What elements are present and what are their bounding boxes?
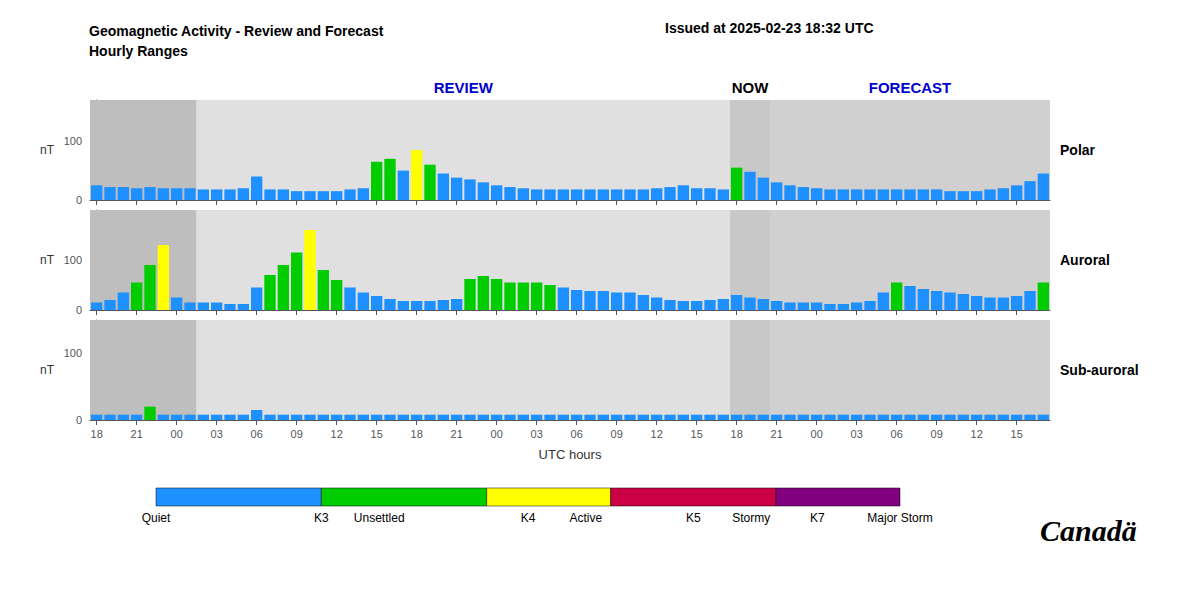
svg-text:06: 06: [891, 428, 903, 440]
svg-text:15: 15: [1011, 428, 1023, 440]
svg-text:18: 18: [731, 428, 743, 440]
svg-text:0: 0: [76, 194, 82, 206]
svg-text:09: 09: [931, 428, 943, 440]
svg-text:03: 03: [851, 428, 863, 440]
svg-text:Unsettled: Unsettled: [354, 511, 405, 525]
svg-text:nT: nT: [40, 253, 55, 267]
svg-text:Auroral: Auroral: [1060, 252, 1110, 268]
svg-text:100: 100: [64, 254, 82, 266]
svg-text:12: 12: [971, 428, 983, 440]
svg-text:21: 21: [131, 428, 143, 440]
svg-text:Issued at 2025-02-23 18:32 UTC: Issued at 2025-02-23 18:32 UTC: [665, 20, 874, 36]
svg-text:15: 15: [371, 428, 383, 440]
svg-text:12: 12: [651, 428, 663, 440]
svg-text:21: 21: [451, 428, 463, 440]
svg-text:00: 00: [171, 428, 183, 440]
svg-text:18: 18: [91, 428, 103, 440]
svg-text:100: 100: [64, 347, 82, 359]
svg-text:nT: nT: [40, 143, 55, 157]
svg-text:Major Storm: Major Storm: [867, 511, 932, 525]
svg-text:K7: K7: [810, 511, 825, 525]
svg-text:00: 00: [811, 428, 823, 440]
svg-text:00: 00: [491, 428, 503, 440]
svg-text:Stormy: Stormy: [732, 511, 770, 525]
svg-text:UTC hours: UTC hours: [539, 447, 602, 462]
svg-text:Sub-auroral: Sub-auroral: [1060, 362, 1139, 378]
svg-text:09: 09: [291, 428, 303, 440]
svg-text:K3: K3: [314, 511, 329, 525]
svg-text:FORECAST: FORECAST: [869, 79, 952, 96]
svg-text:Quiet: Quiet: [142, 511, 171, 525]
svg-text:06: 06: [571, 428, 583, 440]
svg-text:0: 0: [76, 414, 82, 426]
svg-text:Hourly Ranges: Hourly Ranges: [89, 43, 188, 59]
svg-text:Geomagnetic Activity - Review: Geomagnetic Activity - Review and Foreca…: [89, 23, 384, 39]
svg-text:Active: Active: [570, 511, 603, 525]
svg-text:Polar: Polar: [1060, 142, 1096, 158]
svg-text:Canadä: Canadä: [1040, 514, 1137, 547]
svg-text:12: 12: [331, 428, 343, 440]
svg-text:K5: K5: [686, 511, 701, 525]
svg-text:NOW: NOW: [732, 79, 770, 96]
svg-text:03: 03: [531, 428, 543, 440]
svg-text:03: 03: [211, 428, 223, 440]
svg-text:21: 21: [771, 428, 783, 440]
svg-text:09: 09: [611, 428, 623, 440]
svg-text:0: 0: [76, 304, 82, 316]
svg-text:18: 18: [411, 428, 423, 440]
svg-text:06: 06: [251, 428, 263, 440]
svg-text:15: 15: [691, 428, 703, 440]
svg-text:100: 100: [64, 135, 82, 147]
svg-text:nT: nT: [40, 363, 55, 377]
svg-text:REVIEW: REVIEW: [434, 79, 494, 96]
svg-text:K4: K4: [521, 511, 536, 525]
